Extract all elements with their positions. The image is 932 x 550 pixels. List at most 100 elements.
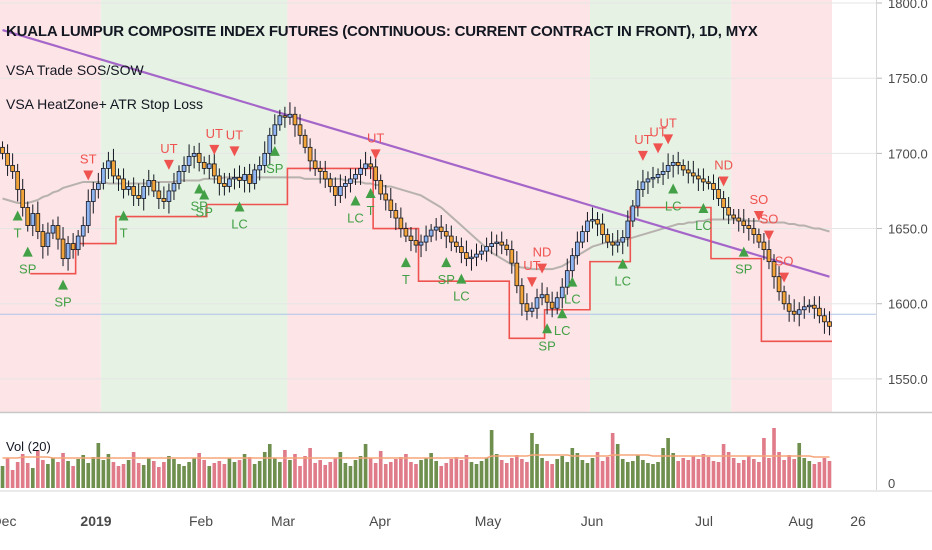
signal-label: SP — [196, 204, 213, 219]
volume-bar — [338, 452, 343, 488]
volume-bar — [757, 462, 761, 488]
candle-down — [368, 163, 373, 168]
candle-down — [514, 262, 520, 287]
signal-label: UT — [226, 127, 243, 142]
volume-bar — [620, 459, 625, 488]
volume-bar — [212, 463, 217, 488]
volume-bar — [595, 452, 600, 488]
signal-label: LC — [231, 216, 248, 231]
volume-bar — [20, 454, 25, 488]
candle-up — [469, 256, 474, 260]
volume-bar — [469, 462, 474, 488]
y-tick-label: 1800.0 — [888, 0, 928, 11]
signal-up-arrow — [194, 183, 205, 194]
candle-up — [106, 160, 111, 169]
candle-up — [806, 304, 812, 308]
candle-down — [378, 180, 384, 195]
candle-down — [731, 214, 736, 219]
indicator-label-sos-sow[interactable]: VSA Trade SOS/SOW — [6, 62, 144, 78]
volume-bar — [651, 464, 655, 488]
signal-down-arrow — [663, 134, 674, 145]
volume-bar — [686, 460, 691, 488]
volume-label[interactable]: Vol (20) — [6, 439, 51, 454]
signal-down-arrow — [209, 144, 220, 155]
signal-label: T — [120, 226, 128, 241]
volume-bar — [182, 466, 186, 488]
candle-down — [746, 225, 752, 229]
candle-down — [781, 291, 787, 305]
candle-up — [650, 177, 656, 180]
candle-down — [327, 178, 333, 187]
candle-down — [60, 238, 66, 260]
candle-down — [302, 134, 308, 148]
volume-bar — [303, 456, 307, 488]
indicator-label-heatzone[interactable]: VSA HeatZone+ ATR Stop Loss — [6, 96, 204, 112]
candle-up — [635, 189, 641, 207]
candle-down — [116, 175, 121, 180]
volume-bar — [232, 462, 237, 488]
signal-label: UT — [367, 130, 384, 145]
candle-up — [433, 226, 439, 231]
volume-bar — [545, 461, 549, 488]
volume-bar — [96, 443, 101, 488]
candle-down — [595, 219, 600, 225]
signal-label: LC — [554, 323, 571, 338]
volume-bar — [278, 462, 282, 488]
candle-up — [262, 152, 268, 166]
volume-bar — [646, 463, 650, 488]
signal-up-arrow — [400, 257, 411, 268]
signal-label: LC — [665, 198, 682, 213]
volume-bar — [807, 461, 812, 488]
candle-down — [196, 152, 202, 163]
volume-bar — [399, 457, 403, 488]
signal-up-arrow — [567, 276, 578, 287]
volume-bar — [504, 463, 509, 488]
x-tick-label: Dec — [0, 513, 16, 529]
volume-bar — [731, 458, 736, 488]
volume-bar — [716, 462, 721, 488]
signal-down-arrow — [718, 176, 729, 187]
candle-up — [625, 220, 631, 238]
volume-bar — [575, 453, 580, 488]
volume-bar — [726, 452, 731, 488]
candle-up — [338, 186, 343, 196]
candle-down — [282, 115, 288, 118]
volume-bar — [741, 460, 746, 488]
volume-bar — [605, 457, 610, 488]
signal-label: UT — [634, 132, 651, 147]
y-tick-label: 1600.0 — [888, 297, 928, 312]
signal-up-arrow — [738, 246, 749, 257]
signal-up-arrow — [199, 189, 210, 200]
candle-down — [726, 207, 731, 216]
volume-bar — [383, 464, 388, 488]
signal-label: LC — [614, 274, 631, 289]
volume-bar — [489, 430, 494, 488]
signal-label: UT — [523, 258, 540, 273]
volume-bar — [222, 464, 227, 488]
candle-down — [70, 243, 76, 251]
signal-label: SP — [735, 262, 752, 277]
volume-bar — [434, 461, 438, 488]
volume-bar — [746, 456, 751, 488]
candle-up — [640, 181, 646, 190]
volume-bar — [252, 464, 257, 488]
signal-label: T — [402, 272, 410, 287]
volume-bar — [494, 454, 499, 488]
candle-down — [408, 235, 414, 241]
signal-label: SO — [760, 212, 779, 227]
x-tick-label: Jun — [581, 513, 604, 529]
volume-bar — [131, 452, 136, 488]
candle-down — [499, 241, 505, 246]
volume-bar — [525, 462, 529, 488]
signal-down-arrow — [370, 149, 381, 160]
signal-up-arrow — [668, 183, 679, 194]
volume-bar — [822, 458, 827, 488]
volume-bar — [474, 464, 479, 488]
candle-up — [585, 220, 590, 232]
signal-down-arrow — [653, 143, 664, 154]
candle-down — [448, 235, 454, 243]
volume-bar — [136, 463, 141, 488]
candle-up — [539, 294, 545, 299]
